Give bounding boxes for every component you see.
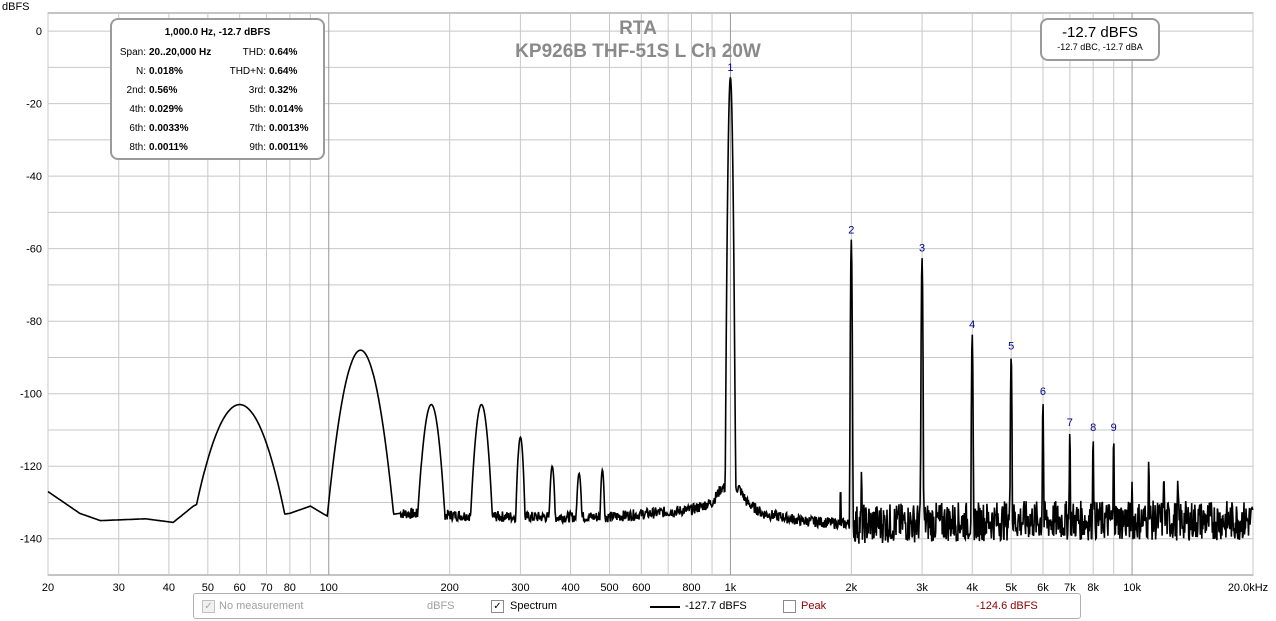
harmonic-marker-label: 7 bbox=[1067, 417, 1073, 429]
harmonic-marker-label: 9 bbox=[1111, 422, 1117, 434]
y-tick-label: -120 bbox=[20, 461, 42, 473]
y-axis-label: dBFS bbox=[2, 1, 30, 13]
level-readout: -12.7 dBFS -12.7 dBC, -12.7 dBA bbox=[1040, 18, 1160, 61]
chart-title: RTA bbox=[619, 18, 657, 39]
x-tick-label: 8k bbox=[1087, 582, 1099, 594]
y-tick-label: -20 bbox=[26, 99, 42, 111]
stats-value: 20..20,000 Hz bbox=[149, 47, 212, 58]
x-tick-label: 400 bbox=[561, 582, 579, 594]
y-tick-label: -60 bbox=[26, 244, 42, 256]
x-tick-label: 80 bbox=[284, 582, 296, 594]
no-measurement-unit: dBFS bbox=[427, 600, 455, 612]
peak-label: Peak bbox=[801, 600, 827, 612]
peak-checkbox[interactable] bbox=[783, 600, 796, 613]
spectrum-label: Spectrum bbox=[510, 600, 558, 612]
stats-label: 4th: bbox=[129, 104, 146, 115]
stats-row: 4th: 0.029% 5th: 0.014% bbox=[112, 104, 323, 118]
spectrum-value: -127.7 dBFS bbox=[685, 600, 747, 612]
stats-label: 5th: bbox=[249, 104, 266, 115]
stats-label: 7th: bbox=[249, 123, 266, 134]
x-tick-label: 4k bbox=[966, 582, 978, 594]
axis-ticks: 0 -20 -40 -60 -80 -100 -120 -140 20 30 40 50 60 70 80 1… bbox=[20, 26, 1268, 594]
peak-value: -124.6 dBFS bbox=[976, 600, 1038, 612]
spectrum-legend-line bbox=[650, 606, 680, 608]
x-tick-label: 7k bbox=[1064, 582, 1076, 594]
stats-value: 0.029% bbox=[149, 104, 183, 115]
stats-label: 8th: bbox=[129, 142, 146, 153]
legend-bar: ✓ No measurement dBFS ✓ Spectrum -127.7 … bbox=[193, 593, 1081, 619]
stats-value: 0.014% bbox=[269, 104, 303, 115]
level-main: -12.7 dBFS bbox=[1062, 24, 1138, 41]
x-tick-label: 500 bbox=[600, 582, 618, 594]
x-tick-label: 70 bbox=[260, 582, 272, 594]
stats-row: Span: 20..20,000 Hz THD: 0.64% bbox=[112, 47, 323, 61]
stats-value: 0.0013% bbox=[269, 123, 309, 134]
level-sub: -12.7 dBC, -12.7 dBA bbox=[1057, 42, 1143, 52]
no-measurement-label: No measurement bbox=[219, 600, 304, 612]
x-tick-label: 1k bbox=[725, 582, 737, 594]
harmonic-markers: 1 2 3 4 5 6 7 8 9 bbox=[727, 62, 1116, 434]
stats-row: 8th: 0.0011% 9th: 0.0011% bbox=[112, 142, 323, 156]
spectrum-line bbox=[47, 77, 1254, 544]
stats-value: 0.0011% bbox=[269, 142, 308, 153]
stats-value: 0.0033% bbox=[149, 123, 189, 134]
stats-label: N: bbox=[136, 66, 146, 77]
stats-value: 0.32% bbox=[269, 85, 298, 96]
y-tick-label: -40 bbox=[26, 171, 42, 183]
spectrum-trace bbox=[47, 77, 1254, 544]
stats-row: 2nd: 0.56% 3rd: 0.32% bbox=[112, 85, 323, 99]
y-tick-label: -80 bbox=[26, 316, 42, 328]
harmonic-marker-label: 2 bbox=[848, 225, 854, 237]
no-measurement-checkbox[interactable]: ✓ bbox=[202, 600, 215, 613]
y-tick-label: -100 bbox=[20, 389, 42, 401]
x-tick-label: 40 bbox=[163, 582, 175, 594]
x-tick-label: 60 bbox=[234, 582, 246, 594]
x-tick-label: 2k bbox=[846, 582, 858, 594]
x-tick-label: 30 bbox=[113, 582, 125, 594]
harmonic-marker-label: 3 bbox=[919, 243, 925, 255]
stats-label: THD+N: bbox=[229, 66, 266, 77]
x-tick-label: 3k bbox=[916, 582, 928, 594]
x-tick-label: 300 bbox=[511, 582, 529, 594]
x-tick-label: 5k bbox=[1005, 582, 1017, 594]
spectrum-checkbox[interactable]: ✓ bbox=[491, 600, 504, 613]
harmonic-marker-label: 8 bbox=[1090, 422, 1096, 434]
distortion-stats-panel: 1,000.0 Hz, -12.7 dBFS Span: 20..20,000 H… bbox=[110, 18, 325, 160]
x-tick-label: 600 bbox=[632, 582, 650, 594]
x-tick-label: 6k bbox=[1037, 582, 1049, 594]
stats-value: 0.56% bbox=[149, 85, 178, 96]
stats-label: Span: bbox=[119, 47, 146, 58]
stats-label: 2nd: bbox=[126, 85, 146, 96]
stats-label: 9th: bbox=[249, 142, 266, 153]
harmonic-marker-label: 6 bbox=[1040, 386, 1046, 398]
stats-label: 3rd: bbox=[248, 85, 266, 96]
y-tick-label: -140 bbox=[20, 534, 42, 546]
stats-row: 6th: 0.0033% 7th: 0.0013% bbox=[112, 123, 323, 137]
stats-value: 0.018% bbox=[149, 66, 183, 77]
stats-label: 6th: bbox=[129, 123, 146, 134]
x-tick-label: 50 bbox=[202, 582, 214, 594]
x-tick-label: 20.0kHz bbox=[1228, 582, 1268, 594]
x-tick-label: 20 bbox=[42, 582, 54, 594]
harmonic-marker-label: 4 bbox=[969, 319, 975, 331]
harmonic-marker-label: 1 bbox=[727, 62, 733, 74]
x-tick-label: 100 bbox=[320, 582, 338, 594]
x-tick-label: 200 bbox=[440, 582, 458, 594]
stats-value: 0.64% bbox=[269, 66, 298, 77]
stats-header: 1,000.0 Hz, -12.7 dBFS bbox=[164, 27, 271, 38]
stats-value: 0.0011% bbox=[149, 142, 188, 153]
harmonic-marker-label: 5 bbox=[1008, 341, 1014, 353]
chart-subtitle: KP926B THF-51S L Ch 20W bbox=[515, 41, 761, 62]
x-tick-label: 10k bbox=[1123, 582, 1141, 594]
stats-value: 0.64% bbox=[269, 47, 298, 58]
stats-label: THD: bbox=[242, 47, 266, 58]
y-tick-label: 0 bbox=[36, 26, 42, 38]
x-tick-label: 800 bbox=[682, 582, 700, 594]
stats-row: N: 0.018% THD+N: 0.64% bbox=[112, 66, 323, 80]
